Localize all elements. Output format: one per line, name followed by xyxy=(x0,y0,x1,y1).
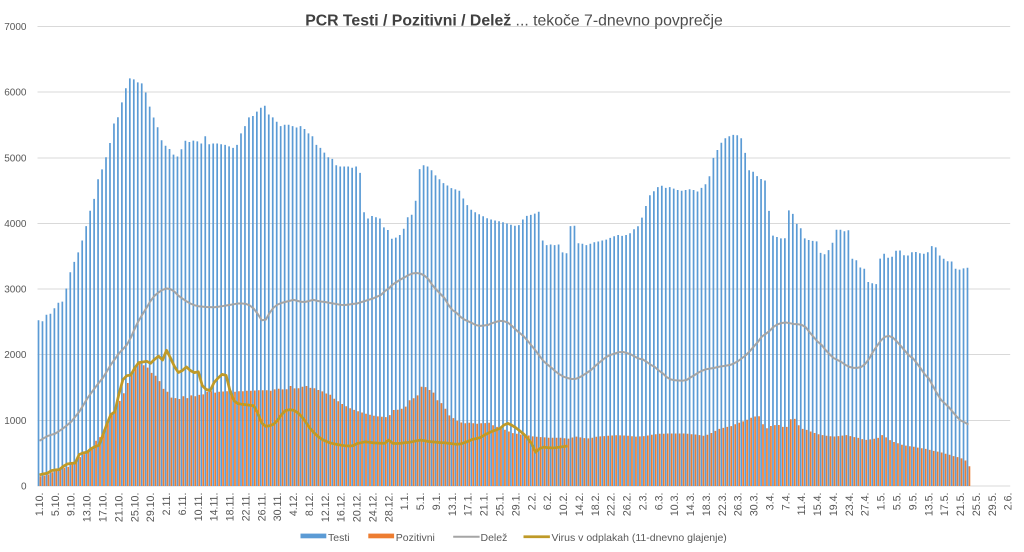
svg-text:Delež: Delež xyxy=(481,532,508,544)
svg-text:9.5.: 9.5. xyxy=(907,493,919,511)
svg-text:29.5.: 29.5. xyxy=(987,493,999,517)
svg-text:22.11.: 22.11. xyxy=(240,493,252,522)
svg-text:21.1.: 21.1. xyxy=(479,493,491,517)
svg-text:2.6.: 2.6. xyxy=(1003,493,1015,511)
svg-text:2.2.: 2.2. xyxy=(526,493,538,511)
svg-text:22.3.: 22.3. xyxy=(717,493,729,517)
svg-text:24.12.: 24.12. xyxy=(368,493,380,522)
svg-text:1000: 1000 xyxy=(4,416,27,427)
svg-text:14.11.: 14.11. xyxy=(209,493,221,522)
svg-text:17.5.: 17.5. xyxy=(939,493,951,517)
svg-text:11.4.: 11.4. xyxy=(796,493,808,516)
svg-text:17.10.: 17.10. xyxy=(98,493,110,522)
svg-text:5.1.: 5.1. xyxy=(415,493,427,511)
svg-text:26.3.: 26.3. xyxy=(733,493,745,517)
svg-text:4000: 4000 xyxy=(4,219,27,230)
svg-text:8.12.: 8.12. xyxy=(304,493,316,517)
svg-text:20.12.: 20.12. xyxy=(352,493,364,522)
svg-text:13.5.: 13.5. xyxy=(923,493,935,517)
svg-text:27.4.: 27.4. xyxy=(860,493,872,517)
svg-text:18.3.: 18.3. xyxy=(701,493,713,517)
svg-text:25.1.: 25.1. xyxy=(495,493,507,517)
svg-text:23.4.: 23.4. xyxy=(844,493,856,517)
svg-text:13.10.: 13.10. xyxy=(82,493,94,522)
svg-text:25.5.: 25.5. xyxy=(971,493,983,517)
svg-text:Pozitivni: Pozitivni xyxy=(396,532,435,544)
svg-text:5000: 5000 xyxy=(4,153,27,164)
svg-text:16.12.: 16.12. xyxy=(336,493,348,522)
svg-text:10.11.: 10.11. xyxy=(193,493,205,522)
svg-text:10.2.: 10.2. xyxy=(558,493,570,517)
svg-text:26.2.: 26.2. xyxy=(622,493,634,517)
svg-text:1.5.: 1.5. xyxy=(876,493,888,511)
svg-text:4.12.: 4.12. xyxy=(288,493,300,517)
svg-text:5.5.: 5.5. xyxy=(892,493,904,511)
svg-text:3000: 3000 xyxy=(4,285,27,296)
svg-text:6.3.: 6.3. xyxy=(653,493,665,511)
svg-text:3.4.: 3.4. xyxy=(765,493,777,511)
svg-text:9.10.: 9.10. xyxy=(66,493,78,517)
svg-text:15.4.: 15.4. xyxy=(812,493,824,517)
svg-text:21.5.: 21.5. xyxy=(955,493,967,517)
svg-text:14.2.: 14.2. xyxy=(574,493,586,517)
svg-text:14.3.: 14.3. xyxy=(685,493,697,517)
svg-text:22.2.: 22.2. xyxy=(606,493,618,517)
svg-text:1.1.: 1.1. xyxy=(399,493,411,511)
svg-text:2.3.: 2.3. xyxy=(637,493,649,511)
svg-text:2000: 2000 xyxy=(4,350,27,361)
svg-text:2.11.: 2.11. xyxy=(161,493,173,516)
svg-text:21.10.: 21.10. xyxy=(113,493,125,522)
svg-text:28.12.: 28.12. xyxy=(383,493,395,522)
svg-text:30.3.: 30.3. xyxy=(749,493,761,517)
svg-text:7.4.: 7.4. xyxy=(780,493,792,511)
svg-text:10.3.: 10.3. xyxy=(669,493,681,517)
svg-text:7000: 7000 xyxy=(4,22,27,33)
svg-text:17.1.: 17.1. xyxy=(463,493,475,517)
svg-text:29.1.: 29.1. xyxy=(510,493,522,517)
svg-text:18.2.: 18.2. xyxy=(590,493,602,517)
svg-text:12.12.: 12.12. xyxy=(320,493,332,522)
svg-text:9.1.: 9.1. xyxy=(431,493,443,511)
svg-text:0: 0 xyxy=(21,482,27,493)
svg-text:5.10.: 5.10. xyxy=(50,493,62,517)
svg-text:Virus v odplakah (11-dnevno gl: Virus v odplakah (11-dnevno glajenje) xyxy=(552,532,727,544)
svg-text:18.11.: 18.11. xyxy=(225,493,237,522)
svg-text:6.2.: 6.2. xyxy=(542,493,554,511)
svg-text:25.10.: 25.10. xyxy=(129,493,141,522)
svg-text:30.11.: 30.11. xyxy=(272,493,284,522)
svg-text:6.11.: 6.11. xyxy=(177,493,189,516)
svg-text:Testi: Testi xyxy=(328,532,350,544)
svg-text:13.1.: 13.1. xyxy=(447,493,459,517)
svg-text:1.10.: 1.10. xyxy=(34,493,46,517)
svg-text:6000: 6000 xyxy=(4,88,27,99)
svg-text:19.4.: 19.4. xyxy=(828,493,840,517)
svg-text:PCR Testi / Pozitivni / Delež: PCR Testi / Pozitivni / Delež ... tekoče… xyxy=(305,13,723,30)
svg-text:29.10.: 29.10. xyxy=(145,493,157,522)
svg-text:26.11.: 26.11. xyxy=(256,493,268,522)
